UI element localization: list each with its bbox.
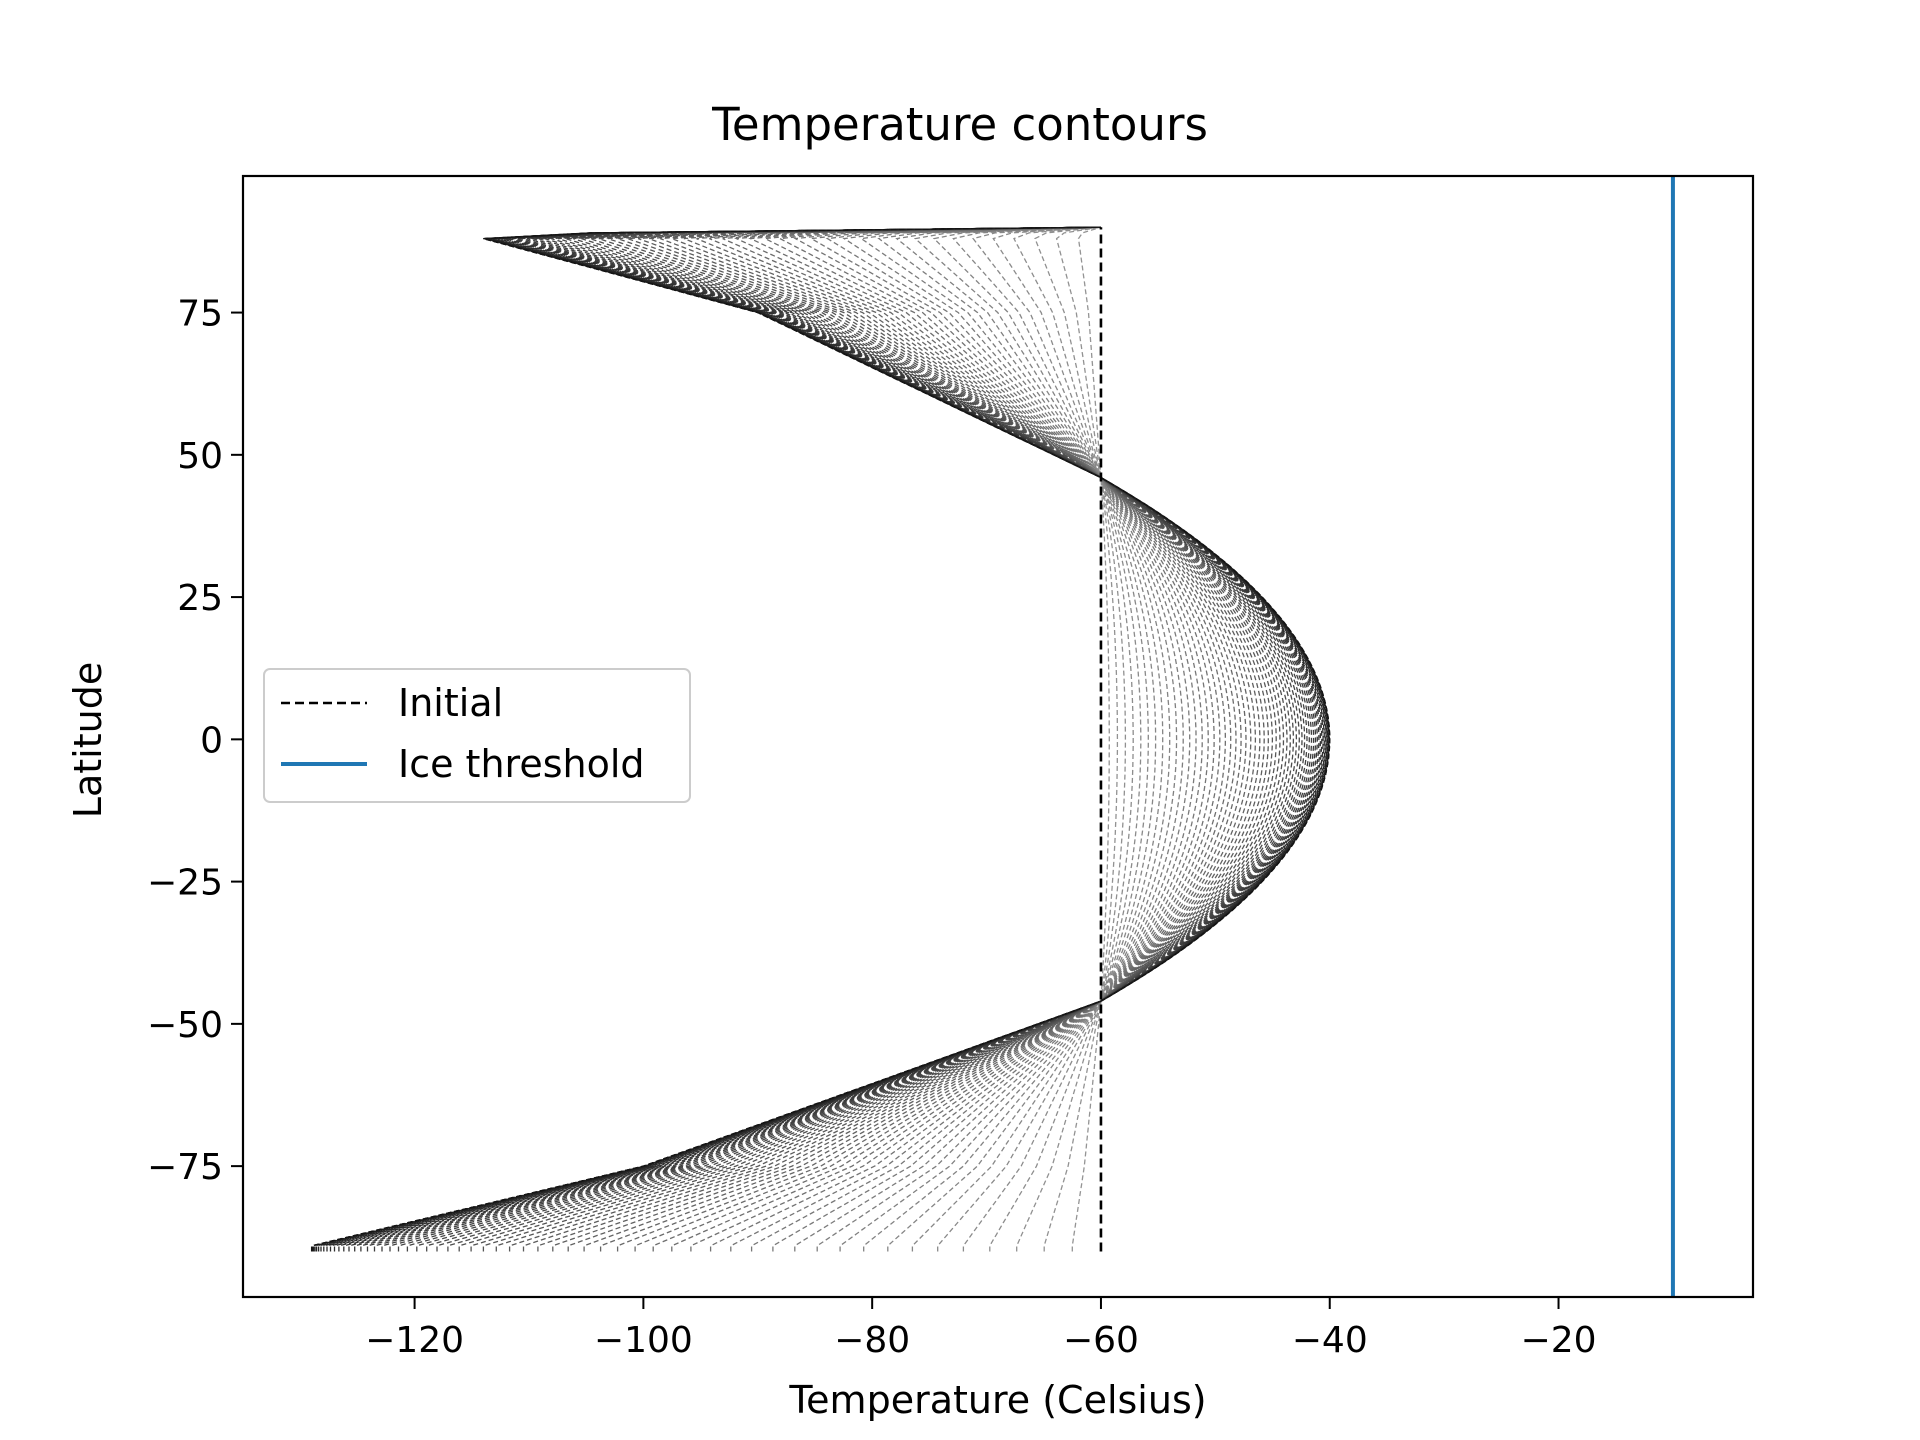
contour-line [772,226,1197,1252]
y-tick-label: −50 [147,1005,223,1046]
contour-line [470,226,1285,1252]
contour-line [406,226,1303,1252]
contour-line [887,226,1164,1252]
contour-line [616,226,1242,1252]
contour-line [508,226,1274,1252]
contour-line [911,226,1157,1252]
contour-line [750,226,1203,1252]
contour-line [495,226,1277,1252]
contour-line [397,226,1306,1252]
y-axis-ticks: −75 −50 −25 0 25 50 75 [147,294,243,1188]
contour-line [1071,226,1110,1252]
contour-line [652,226,1232,1252]
contour-line [537,226,1265,1252]
contour-line [599,226,1247,1252]
contour-line [794,226,1191,1252]
y-tick-label: 75 [177,294,223,335]
contour-line [839,226,1178,1252]
y-tick-label: 25 [177,578,223,619]
y-tick-label: 0 [200,720,223,761]
contour-line [522,226,1269,1252]
y-tick-label: −75 [147,1147,223,1188]
contour-line [962,226,1142,1252]
contour-lines [310,226,1331,1252]
y-axis-label: Latitude [66,661,110,819]
contour-line [552,226,1261,1252]
legend-label: Initial [398,681,503,725]
x-axis-label: Temperature (Celsius) [789,1378,1207,1422]
legend-box [263,668,691,803]
contour-line [730,226,1209,1252]
contour-line [863,226,1171,1252]
x-tick-label: −100 [594,1320,693,1361]
y-tick-label: 50 [177,436,223,477]
contour-line [416,226,1300,1252]
contour-line [634,226,1237,1252]
x-tick-label: −80 [834,1320,910,1361]
x-tick-label: −60 [1063,1320,1139,1361]
contour-line [583,226,1252,1252]
legend: Initial Ice threshold [263,668,691,803]
contour-line [447,226,1291,1252]
contour-line [937,226,1149,1252]
contour-line [373,226,1313,1252]
contour-line [690,226,1221,1252]
contour-line [436,226,1295,1252]
plot-frame [241,174,1755,1299]
x-axis-ticks: −120 −100 −80 −60 −40 −20 [365,1297,1597,1361]
contour-line [1016,226,1127,1252]
contour-line [458,226,1288,1252]
contour-line [709,226,1215,1252]
contour-line [310,226,1331,1252]
contour-line [567,226,1257,1252]
contour-line [381,226,1310,1252]
y-tick-label: −25 [147,863,223,904]
contour-line [989,226,1134,1252]
x-tick-label: −120 [365,1320,464,1361]
contour-line [389,226,1308,1252]
contour-line [482,226,1281,1252]
contour-line [816,226,1184,1252]
chart-title: Temperature contours [712,98,1208,151]
contour-line [426,226,1298,1252]
x-tick-label: −20 [1521,1320,1597,1361]
legend-label: Ice threshold [398,742,645,786]
series-lines [1099,176,1675,1297]
x-tick-label: −40 [1292,1320,1368,1361]
